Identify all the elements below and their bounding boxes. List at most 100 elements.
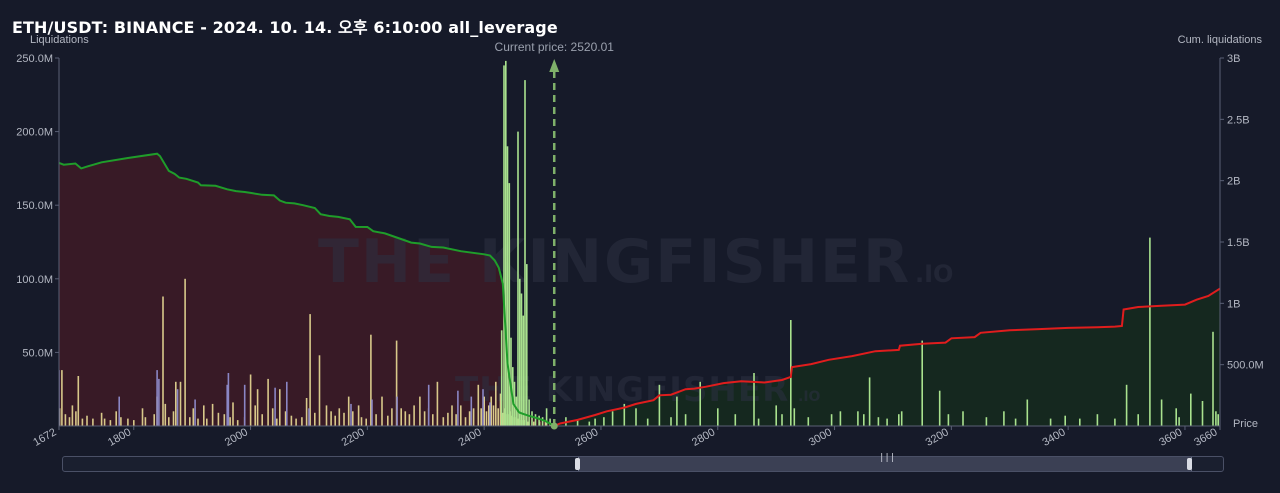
y2-tick-label: 1.5B <box>1227 237 1250 249</box>
long-liquidation-bar <box>360 417 363 426</box>
long-liquidation-bar <box>447 412 449 426</box>
short-liquidation-bar <box>1064 415 1066 426</box>
short-liquidation-bar <box>921 340 923 426</box>
long-liquidation-bar <box>164 403 167 426</box>
long-liquidation-bar <box>77 376 80 426</box>
long-liquidation-bar <box>460 405 462 426</box>
short-liquidation-bar <box>1096 414 1099 426</box>
short-liquidation-bar <box>524 80 526 426</box>
short-liquidation-bar <box>1178 417 1180 426</box>
long-liquidation-bar <box>276 418 278 426</box>
long-liquidation-bar-alt <box>274 387 276 426</box>
short-liquidation-bar <box>1014 418 1017 426</box>
short-liquidation-bar <box>877 417 880 426</box>
chart-title: ETH/USDT: BINANCE - 2024. 10. 14. 오후 6:1… <box>12 18 558 37</box>
long-liquidation-bar <box>468 411 471 426</box>
long-liquidation-bar <box>480 408 482 426</box>
long-liquidation-bar <box>61 370 63 426</box>
short-liquidation-bar <box>793 408 796 426</box>
short-liquidation-bar <box>549 418 551 426</box>
y2-tick-label: 2.5B <box>1227 114 1250 126</box>
long-liquidation-bar <box>133 420 135 426</box>
long-liquidation-bar <box>527 421 529 426</box>
long-liquidation-bar <box>413 405 415 426</box>
navigator-right-handle[interactable] <box>1187 458 1192 470</box>
long-liquidation-bar-alt <box>243 384 246 426</box>
long-liquidation-bar <box>189 417 191 426</box>
short-liquidation-bar <box>1125 384 1128 426</box>
current-price-label: Current price: 2520.01 <box>495 40 615 54</box>
short-liquidation-bar <box>807 417 810 426</box>
short-liquidation-bar <box>781 414 783 426</box>
long-liquidation-bar <box>365 418 367 426</box>
short-liquidation-bar <box>1114 418 1116 426</box>
long-liquidation-bar <box>75 411 77 426</box>
range-navigator[interactable]: ||| <box>62 453 1224 472</box>
long-liquidation-bar <box>179 381 182 426</box>
long-liquidation-bar <box>162 296 164 426</box>
long-liquidation-bar <box>375 414 377 426</box>
short-liquidation-bar <box>886 418 888 426</box>
short-liquidation-bar <box>646 418 649 426</box>
watermark-big-suffix: .IO <box>915 260 953 288</box>
long-liquidation-bar-alt <box>194 399 196 426</box>
long-liquidation-bar <box>490 396 492 426</box>
short-liquidation-bar <box>1049 418 1052 426</box>
long-liquidation-bar <box>400 408 402 426</box>
short-liquidation-bar <box>1215 411 1217 426</box>
long-liquidation-bar <box>325 405 328 426</box>
short-liquidation-bar <box>734 414 737 426</box>
long-liquidation-bar <box>92 418 94 426</box>
y2-tick-label: 500.0M <box>1227 360 1264 372</box>
short-liquidation-bar <box>839 411 842 426</box>
short-liquidation-bar <box>635 408 637 426</box>
long-liquidation-bar <box>477 384 480 426</box>
long-liquidation-bar <box>419 396 421 426</box>
long-liquidation-bar <box>492 405 495 426</box>
long-liquidation-bar-alt <box>457 390 459 426</box>
y2-tick-label: 2B <box>1227 176 1240 188</box>
short-liquidation-bar <box>588 421 591 426</box>
long-liquidation-bar <box>301 417 303 426</box>
long-liquidation-bar <box>217 412 220 426</box>
long-liquidation-bar <box>211 403 214 426</box>
long-liquidation-bar <box>432 414 434 426</box>
long-liquidation-bar-alt <box>286 381 288 426</box>
navigator-left-handle[interactable] <box>575 458 580 470</box>
long-liquidation-bar-alt <box>176 389 179 426</box>
long-liquidation-bar <box>232 402 234 426</box>
x-tick-label: 3000 <box>807 426 834 449</box>
y-tick-label: 150.0M <box>16 200 53 212</box>
long-liquidation-bar <box>497 408 499 426</box>
short-liquidation-bar <box>1217 414 1219 426</box>
short-liquidation-bar <box>611 411 614 426</box>
long-liquidation-bar <box>206 418 208 426</box>
navigator-window[interactable]: ||| <box>578 453 1192 471</box>
long-liquidation-bar-alt <box>470 396 473 426</box>
navigator-grip-icon[interactable]: ||| <box>879 453 896 463</box>
short-liquidation-bar <box>505 60 507 426</box>
long-liquidation-bar <box>153 414 155 426</box>
short-liquidation-bar <box>522 315 525 426</box>
long-liquidation-bar <box>64 414 67 426</box>
short-liquidation-bar <box>545 408 548 426</box>
long-liquidation-bar <box>86 415 88 426</box>
long-liquidation-bar <box>309 314 311 426</box>
short-liquidation-bar <box>670 417 672 426</box>
long-liquidation-bar <box>71 405 74 426</box>
short-liquidation-bar <box>515 396 518 426</box>
current-price-dot <box>550 422 558 430</box>
long-liquidation-bar <box>330 411 332 426</box>
long-liquidation-bar <box>338 408 341 426</box>
short-liquidation-bar <box>1175 408 1177 426</box>
y-tick-label: 100.0M <box>16 274 53 286</box>
short-liquidation-bar <box>684 414 687 426</box>
long-liquidation-bar <box>404 411 407 426</box>
long-liquidation-bar <box>544 421 547 426</box>
short-liquidation-bar <box>1003 411 1005 426</box>
short-liquidation-bar <box>1160 399 1163 426</box>
long-liquidation-bar <box>533 421 535 426</box>
short-liquidation-bar <box>857 411 859 426</box>
x-tick-label: 1800 <box>106 426 133 449</box>
long-liquidation-bar <box>236 420 239 426</box>
